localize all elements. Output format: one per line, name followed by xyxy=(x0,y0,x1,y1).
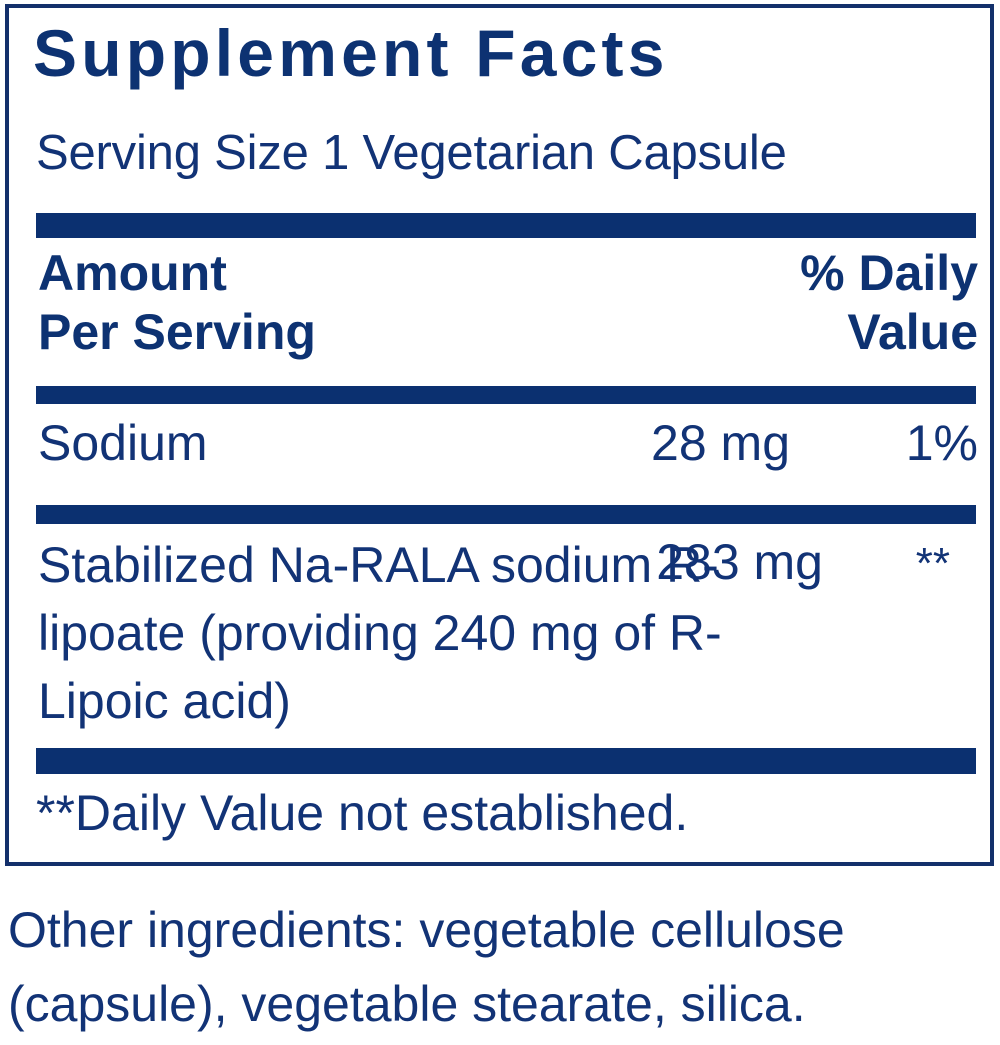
nutrient-daily-value: ** xyxy=(915,539,950,588)
supplement-facts-panel: Supplement Facts Serving Size 1 Vegetari… xyxy=(5,4,994,866)
column-header-row: Amount Per Serving % Daily Value xyxy=(36,244,978,380)
daily-value-footnote: **Daily Value not established. xyxy=(36,785,689,841)
page-title: Supplement Facts xyxy=(33,16,669,90)
nutrient-name: Stabilized Na-RALA sodium R-lipoate (pro… xyxy=(38,537,722,729)
other-ingredients-text: Other ingredients: vegetable cellulose (… xyxy=(8,902,845,1032)
nutrient-name: Sodium xyxy=(38,415,208,471)
amount-per-serving-header: Amount Per Serving xyxy=(38,244,316,362)
daily-value-header-line2: Value xyxy=(847,304,978,360)
amount-header-line1: Amount xyxy=(38,245,227,301)
nutrient-amount: 28 mg xyxy=(651,415,790,471)
rule-below-serving-size xyxy=(36,213,976,238)
nutrient-amount: 283 mg xyxy=(656,534,823,590)
table-row-sodium: Sodium 28 mg 1% xyxy=(36,412,978,492)
serving-size-text: Serving Size 1 Vegetarian Capsule xyxy=(36,126,787,180)
rule-below-sodium xyxy=(36,505,976,524)
rule-below-column-header xyxy=(36,386,976,404)
daily-value-header: % Daily Value xyxy=(800,244,978,362)
rule-above-footnote xyxy=(36,748,976,774)
nutrient-daily-value: 1% xyxy=(905,415,978,471)
daily-value-header-line1: % Daily xyxy=(800,245,978,301)
table-row-na-rala: Stabilized Na-RALA sodium R-lipoate (pro… xyxy=(36,531,978,739)
amount-header-line2: Per Serving xyxy=(38,304,316,360)
